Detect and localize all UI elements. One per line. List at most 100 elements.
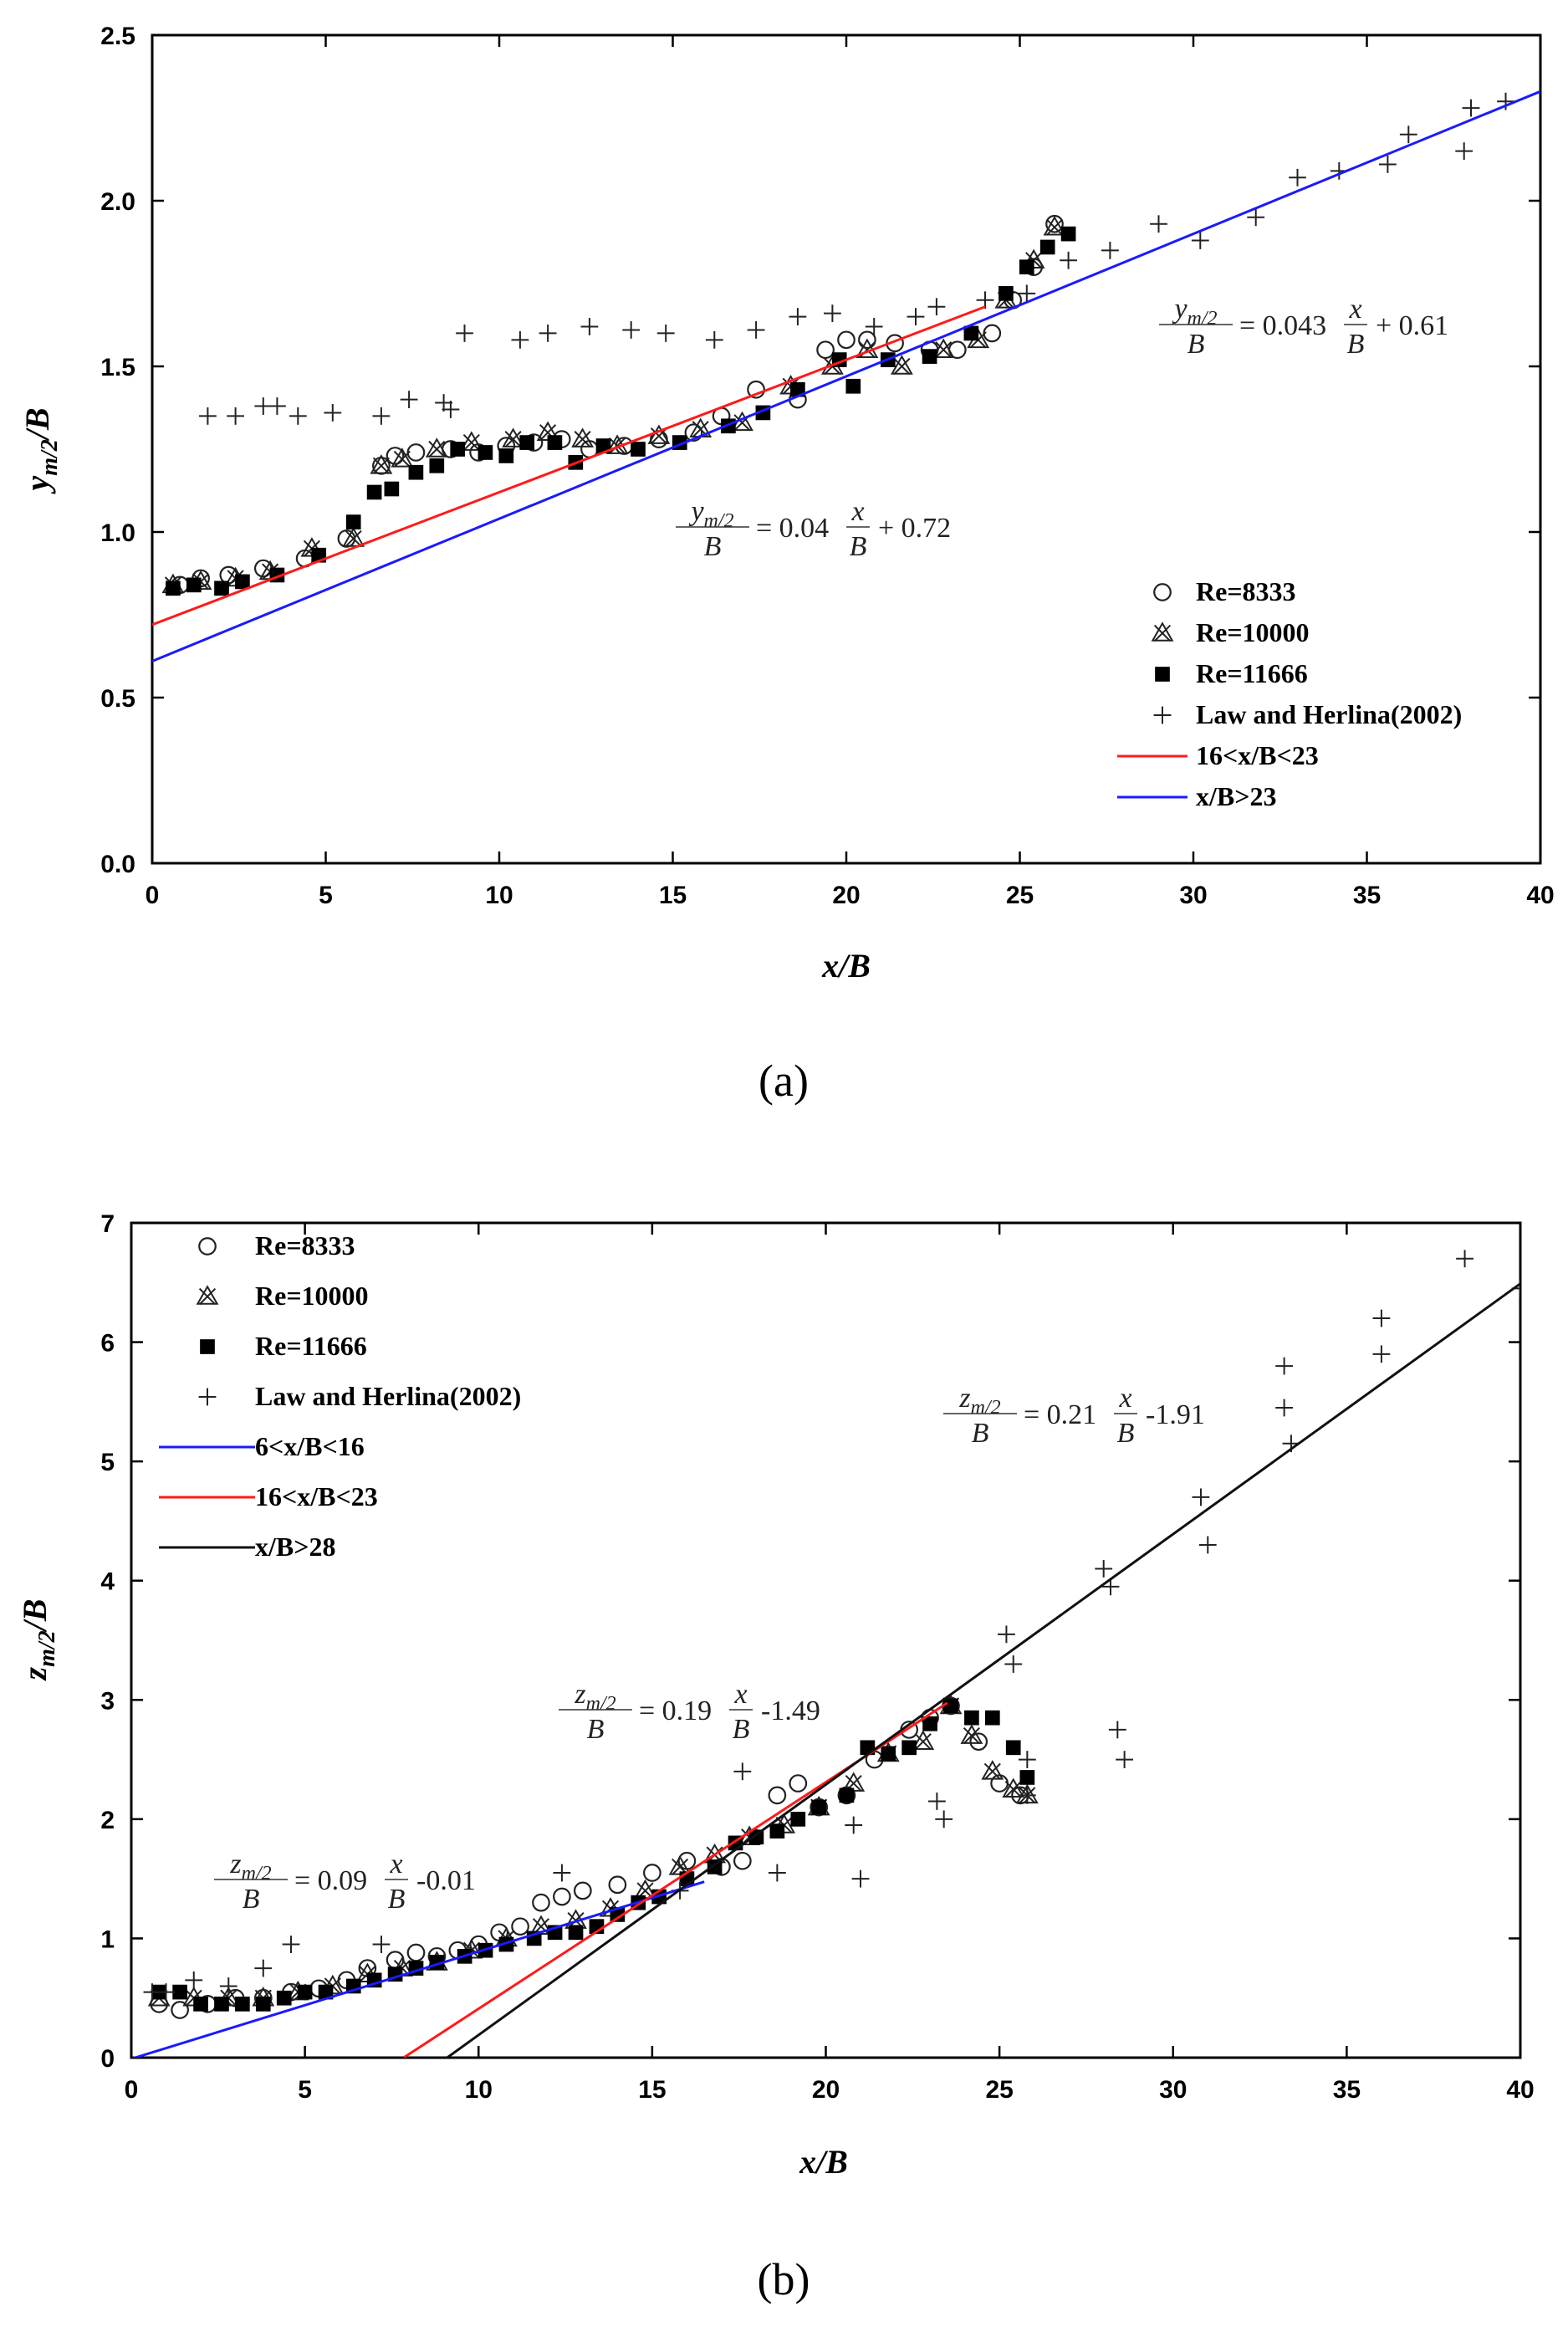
data-point <box>1399 125 1417 144</box>
data-point <box>1004 1655 1023 1673</box>
data-point <box>172 1984 187 2000</box>
data-point <box>1019 259 1034 275</box>
data-point <box>790 381 805 397</box>
data-point <box>907 308 925 325</box>
data-point <box>193 1997 208 2012</box>
data-point <box>922 349 937 364</box>
data-point <box>983 324 1002 343</box>
data-point <box>684 423 703 442</box>
legend-marker <box>198 1388 217 1406</box>
data-point <box>1379 156 1397 173</box>
data-point <box>789 1774 808 1793</box>
y-tick-label: 2.0 <box>100 188 135 216</box>
data-point <box>400 391 418 408</box>
y-tick-label: 1 <box>100 1926 115 1953</box>
eq-numerator: zm/2 <box>229 1849 271 1885</box>
data-point <box>963 325 979 341</box>
data-layer <box>131 1250 1520 2058</box>
series-re-10000 <box>161 215 1066 594</box>
data-point <box>656 325 675 342</box>
legend-entry-label: Re=8333 <box>255 1230 355 1261</box>
panel-a-chart: 0 5 10 15 20 25 30 35 400.00.51.01.52.02.5x/Bym/… <box>18 23 1555 1106</box>
data-point <box>372 407 391 425</box>
eq-denominator: B <box>1187 329 1205 360</box>
data-point <box>502 427 525 448</box>
eq-x-numerator: x <box>1118 1383 1131 1414</box>
data-point <box>1372 1345 1391 1363</box>
data-point <box>1060 251 1077 269</box>
data-point <box>851 1869 870 1888</box>
data-point <box>235 574 250 590</box>
data-point <box>1289 168 1306 187</box>
data-point <box>1275 1357 1294 1375</box>
eq-denominator: B <box>704 531 722 562</box>
y-tick-label: 6 <box>100 1330 115 1358</box>
legend-entry-label: x/B>23 <box>1196 781 1276 811</box>
data-point <box>511 330 529 349</box>
data-point <box>429 458 445 473</box>
data-point <box>1247 208 1265 227</box>
eq-coefficient: = 0.19 <box>639 1695 712 1726</box>
data-point <box>1101 242 1119 259</box>
data-point <box>643 1864 661 1882</box>
data-point <box>1116 1751 1134 1768</box>
data-point <box>324 404 342 422</box>
data-point <box>456 325 473 342</box>
eq-x-denominator: B <box>388 1884 406 1915</box>
y-axis-label-main: z <box>16 1666 54 1681</box>
x-tick-label: 15 <box>638 2076 666 2104</box>
eq-denominator: B <box>972 1418 989 1449</box>
data-point <box>171 2001 189 2019</box>
legend-marker <box>200 1339 215 1354</box>
series-re-11666 <box>151 1698 1035 2012</box>
x-tick-label: 20 <box>832 882 860 909</box>
y-axis-label: ym/2/B <box>18 407 63 494</box>
panel-caption: (a) <box>758 1056 809 1106</box>
data-point <box>386 447 405 465</box>
data-point <box>568 1925 584 1941</box>
series-re-8333 <box>150 1696 1029 2019</box>
legend-entry-label: 16<x/B<23 <box>1196 740 1319 770</box>
eq-x-numerator: x <box>1348 294 1361 325</box>
data-point <box>969 1732 988 1752</box>
eq-coefficient: = 0.09 <box>294 1865 367 1896</box>
data-point <box>747 321 765 339</box>
y-tick-label: 3 <box>100 1687 115 1715</box>
data-point <box>573 1881 592 1900</box>
data-point <box>935 1810 953 1828</box>
y-tick-label: 4 <box>100 1568 115 1596</box>
data-point <box>890 355 913 376</box>
data-point <box>157 1983 175 2001</box>
data-point <box>254 1959 273 1977</box>
data-point <box>1039 239 1055 255</box>
eq-numerator: zm/2 <box>958 1383 1000 1419</box>
eq-x-denominator: B <box>850 531 867 562</box>
data-point <box>1095 1560 1113 1578</box>
data-point <box>1456 1250 1474 1268</box>
eq-intercept: -0.01 <box>416 1865 476 1896</box>
legend-entry-label: Re=10000 <box>255 1281 369 1311</box>
eq-intercept: + 0.72 <box>878 513 951 544</box>
fit-line-2 <box>152 90 1540 662</box>
data-point <box>901 1740 917 1756</box>
x-axis-label: x/B <box>821 947 871 984</box>
data-point <box>1043 215 1066 236</box>
x-tick-label: 25 <box>985 2076 1013 2104</box>
data-point <box>839 1787 855 1803</box>
x-tick-label: 0 <box>146 882 160 909</box>
data-layer <box>152 90 1540 662</box>
eq-denominator: B <box>587 1714 605 1745</box>
x-tick-label: 20 <box>812 2076 840 2104</box>
data-point <box>214 580 229 596</box>
panel-b-chart: 0 5 10 15 20 25 30 35 4001234567x/Bzm/2/Bzm/2B= … <box>16 1210 1535 2304</box>
data-point <box>337 529 356 548</box>
data-point <box>384 481 400 497</box>
legend-marker <box>198 1237 217 1256</box>
data-point <box>733 1851 752 1870</box>
data-point <box>922 1716 937 1731</box>
data-point <box>622 321 641 339</box>
